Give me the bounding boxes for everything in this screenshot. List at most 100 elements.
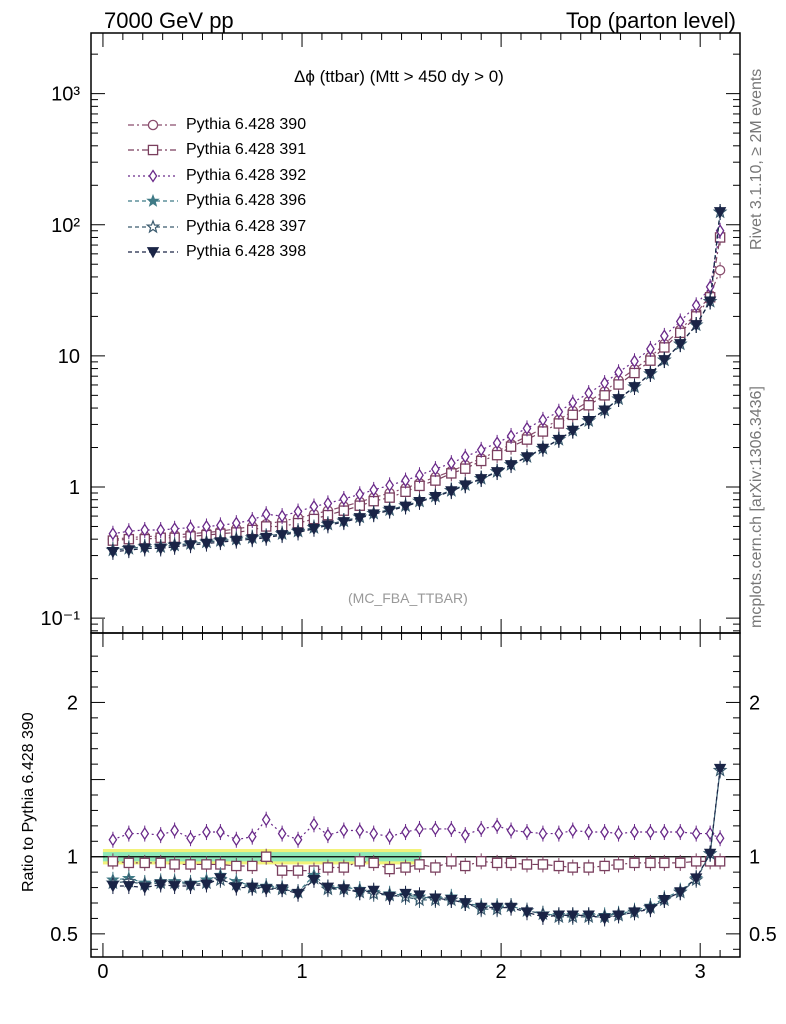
data-point bbox=[491, 449, 503, 461]
data-point bbox=[230, 535, 243, 547]
data-point bbox=[659, 825, 669, 839]
data-point bbox=[201, 859, 212, 870]
data-point bbox=[553, 860, 565, 872]
mcplots-label: mcplots.cern.ch [arXiv:1306.3436] bbox=[748, 386, 765, 628]
data-point bbox=[703, 296, 717, 308]
data-point bbox=[713, 763, 727, 776]
data-point bbox=[185, 859, 196, 870]
data-point bbox=[537, 859, 549, 870]
data-point bbox=[476, 822, 486, 836]
data-point bbox=[490, 902, 504, 914]
data-point bbox=[629, 857, 640, 869]
data-point bbox=[216, 825, 225, 839]
data-point bbox=[214, 873, 227, 885]
data-point bbox=[659, 342, 670, 353]
data-point bbox=[628, 382, 641, 394]
y-tick-label: 10 bbox=[58, 346, 80, 368]
data-point bbox=[714, 856, 726, 867]
data-point bbox=[154, 543, 167, 555]
data-point bbox=[552, 910, 566, 922]
data-point bbox=[202, 519, 211, 534]
legend-symbol bbox=[128, 119, 178, 130]
data-point bbox=[415, 822, 424, 836]
legend-entry: Pythia 6.428 391 bbox=[126, 138, 306, 164]
data-point bbox=[713, 207, 727, 219]
legend-marker bbox=[145, 219, 161, 234]
data-point bbox=[184, 881, 197, 893]
legend-entry: Pythia 6.428 397 bbox=[126, 214, 306, 240]
data-point bbox=[490, 467, 504, 479]
data-point bbox=[339, 823, 349, 838]
data-point bbox=[506, 429, 516, 443]
data-point bbox=[261, 507, 271, 521]
data-point bbox=[231, 833, 241, 847]
data-point bbox=[275, 884, 289, 896]
data-point bbox=[339, 492, 349, 506]
data-point bbox=[429, 893, 442, 905]
data-point bbox=[214, 537, 227, 549]
data-point bbox=[675, 857, 686, 869]
data-point bbox=[124, 524, 134, 538]
y-tick-label: 0.5 bbox=[749, 924, 777, 946]
data-point bbox=[691, 298, 701, 312]
data-point bbox=[566, 425, 579, 437]
data-point bbox=[170, 522, 179, 536]
legend-label: Pythia 6.428 392 bbox=[186, 166, 307, 184]
data-point bbox=[384, 863, 395, 875]
legend-marker bbox=[146, 194, 160, 208]
data-point bbox=[414, 859, 425, 870]
data-point bbox=[367, 885, 380, 897]
data-point bbox=[275, 530, 289, 542]
data-point bbox=[552, 434, 566, 447]
data-point bbox=[658, 355, 671, 367]
data-point bbox=[260, 532, 273, 545]
ratio-y-axis-label: Ratio to Pythia 6.428 390 bbox=[20, 712, 37, 892]
data-point bbox=[431, 822, 440, 836]
data-point bbox=[355, 823, 365, 838]
legend-symbol bbox=[128, 194, 178, 208]
data-point bbox=[337, 884, 351, 896]
header-right: Top (parton level) bbox=[566, 8, 736, 33]
data-point bbox=[520, 907, 534, 919]
data-point bbox=[276, 865, 288, 876]
x-tick-label: 0 bbox=[97, 961, 108, 983]
data-point bbox=[614, 826, 623, 841]
data-point bbox=[367, 509, 380, 521]
data-point bbox=[401, 473, 410, 488]
data-point bbox=[538, 826, 548, 841]
data-point bbox=[522, 421, 532, 436]
data-point bbox=[140, 523, 150, 537]
data-point bbox=[612, 910, 625, 922]
data-point bbox=[646, 825, 655, 839]
data-point bbox=[231, 860, 242, 872]
data-point bbox=[599, 390, 610, 401]
data-point bbox=[536, 443, 550, 456]
data-point bbox=[184, 540, 197, 552]
data-point bbox=[124, 826, 134, 841]
data-point bbox=[658, 895, 671, 907]
data-point bbox=[200, 879, 213, 891]
data-point bbox=[628, 907, 641, 919]
data-point bbox=[566, 910, 579, 922]
data-point bbox=[646, 342, 655, 356]
data-point bbox=[293, 504, 303, 519]
series-line bbox=[112, 230, 721, 535]
data-point bbox=[505, 857, 517, 869]
data-point bbox=[584, 386, 594, 400]
data-point bbox=[598, 405, 611, 417]
legend-entry: Pythia 6.428 392 bbox=[126, 163, 306, 189]
data-point bbox=[476, 443, 486, 457]
data-point bbox=[154, 879, 167, 891]
data-point bbox=[582, 910, 595, 922]
legend-marker bbox=[147, 145, 159, 156]
data-point bbox=[231, 516, 241, 530]
data-point bbox=[674, 339, 687, 351]
data-point bbox=[309, 499, 319, 514]
x-tick-label: 3 bbox=[695, 961, 706, 983]
data-point bbox=[139, 857, 151, 869]
data-point bbox=[321, 520, 335, 532]
data-point bbox=[323, 496, 333, 511]
y-tick-label: 2 bbox=[749, 692, 760, 714]
data-point bbox=[659, 329, 669, 343]
legend-symbol bbox=[128, 219, 178, 234]
